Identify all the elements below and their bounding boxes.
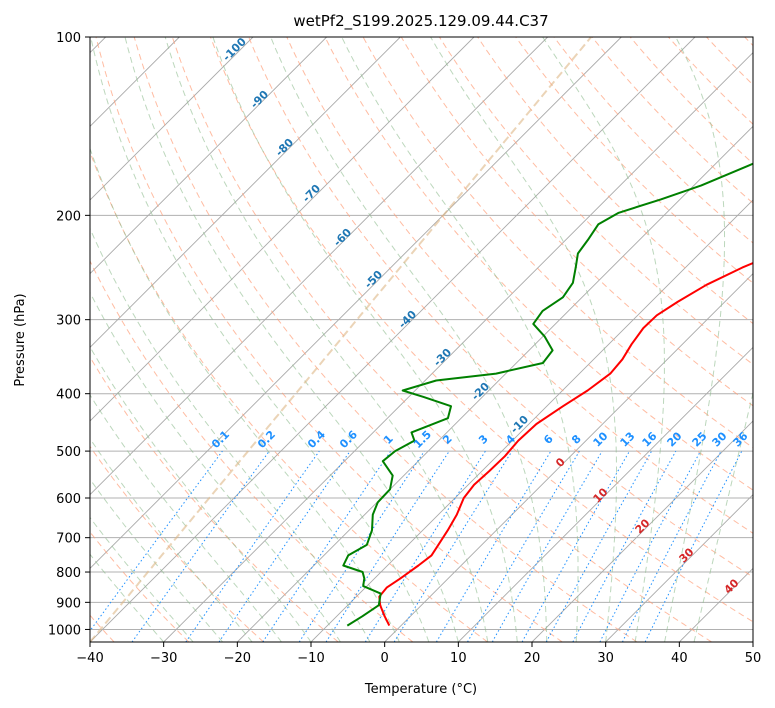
dry-adiabat-line xyxy=(286,37,753,534)
x-tick-label: −40 xyxy=(76,651,103,666)
x-tick-label: −20 xyxy=(224,651,251,666)
mixing-ratio-line xyxy=(262,450,392,642)
sounding-traces xyxy=(342,162,753,627)
dry-adiabat-line xyxy=(90,259,414,642)
x-tick-label: 20 xyxy=(524,651,541,666)
mixing-ratio-lines xyxy=(90,450,743,642)
dry-adiabat-line xyxy=(90,445,264,642)
isotherm-line xyxy=(90,37,696,642)
moist-adiabat-line xyxy=(164,37,489,642)
y-tick-label: 200 xyxy=(56,209,81,224)
moist-adiabat-line xyxy=(90,227,371,642)
ice-line xyxy=(90,37,592,642)
moist-adiabat-line xyxy=(90,553,165,642)
isotherm-line xyxy=(163,52,753,642)
isotherm-line xyxy=(90,37,254,201)
x-tick-label: −30 xyxy=(150,651,177,666)
mixing-ratio-line xyxy=(298,450,425,642)
dry-adiabat-line xyxy=(515,37,753,284)
isotherm-line xyxy=(531,420,753,642)
dry-adiabats xyxy=(90,37,753,642)
isotherm-line xyxy=(90,37,327,275)
moist-adiabat-line xyxy=(664,37,726,642)
y-tick-label: 100 xyxy=(56,31,81,46)
dry-adiabat-line xyxy=(248,37,753,578)
x-axis-ticks: −40 −30 −20 −10 0 10 20 30 40 50 xyxy=(76,642,761,666)
moist-adiabat-line xyxy=(90,394,282,642)
mixing-ratio-line xyxy=(545,450,653,642)
moist-adiabat-line xyxy=(124,37,459,642)
moist-adiabat-line xyxy=(693,390,753,642)
isotherm-line xyxy=(237,125,753,642)
y-axis-label: Pressure (hPa) xyxy=(13,293,28,386)
moist-adiabats xyxy=(90,37,753,642)
dry-adiabat-line xyxy=(210,37,753,623)
mixing-ratio-line xyxy=(325,450,450,642)
dry-adiabat-line xyxy=(90,356,339,642)
mixing-ratio-line xyxy=(644,450,743,642)
mixing-ratio-line xyxy=(218,450,351,642)
x-tick-label: 10 xyxy=(450,651,467,666)
isotherm-line xyxy=(458,346,753,642)
pressure-gridlines xyxy=(90,37,753,630)
y-tick-label: 800 xyxy=(56,566,81,581)
moist-adiabat-line xyxy=(90,478,223,642)
mixing-ratio-line xyxy=(131,450,270,642)
moist-adiabat-line xyxy=(341,37,579,642)
y-tick-label: 1000 xyxy=(48,623,81,638)
isotherm-line xyxy=(384,273,753,642)
mixing-ratio-line xyxy=(185,450,320,642)
y-tick-label: 400 xyxy=(56,388,81,403)
moist-adiabat-line xyxy=(90,37,430,642)
isotherms xyxy=(90,37,753,642)
isotherm-line xyxy=(605,494,753,642)
x-tick-label: −10 xyxy=(297,651,324,666)
moist-adiabat-line xyxy=(90,291,341,642)
y-tick-label: 300 xyxy=(56,314,81,329)
isotherm-line xyxy=(90,37,548,496)
moist-adiabat-line xyxy=(90,437,253,642)
plot-frame xyxy=(89,36,754,643)
isotherm-line xyxy=(90,37,401,348)
dry-adiabat-line xyxy=(324,37,753,491)
x-tick-label: 50 xyxy=(745,651,762,666)
chart-title: wetPf2_S199.2025.129.09.44.C37 xyxy=(293,12,548,31)
y-tick-label: 500 xyxy=(56,445,81,460)
y-tick-label: 900 xyxy=(56,596,81,611)
mixing-ratio-line xyxy=(90,450,223,632)
mixing-ratio-line xyxy=(521,450,630,642)
mixing-ratio-line xyxy=(393,450,513,642)
dewpoint-trace xyxy=(342,162,753,627)
temperature-trace xyxy=(378,261,753,627)
mixing-ratio-line xyxy=(572,450,677,642)
dry-adiabat-line xyxy=(95,37,563,642)
y-tick-label: 700 xyxy=(56,532,81,547)
isotherm-line xyxy=(90,37,475,422)
moist-adiabat-line xyxy=(270,37,548,642)
y-tick-label: 600 xyxy=(56,492,81,507)
isotherm-line xyxy=(90,37,622,569)
moist-adiabat-line xyxy=(90,345,312,642)
x-axis-label: Temperature (°C) xyxy=(364,682,477,697)
moist-adiabat-line xyxy=(430,37,617,642)
moist-adiabat-line xyxy=(90,516,194,642)
x-tick-label: 40 xyxy=(671,651,688,666)
moist-adiabat-line xyxy=(212,37,518,642)
moist-adiabat-line xyxy=(542,37,665,642)
dry-adiabat-line xyxy=(171,37,712,642)
x-tick-label: 0 xyxy=(381,651,389,666)
x-tick-label: 30 xyxy=(597,651,614,666)
y-axis-ticks: 100 200 300 400 500 600 700 800 900 1000 xyxy=(48,31,90,638)
